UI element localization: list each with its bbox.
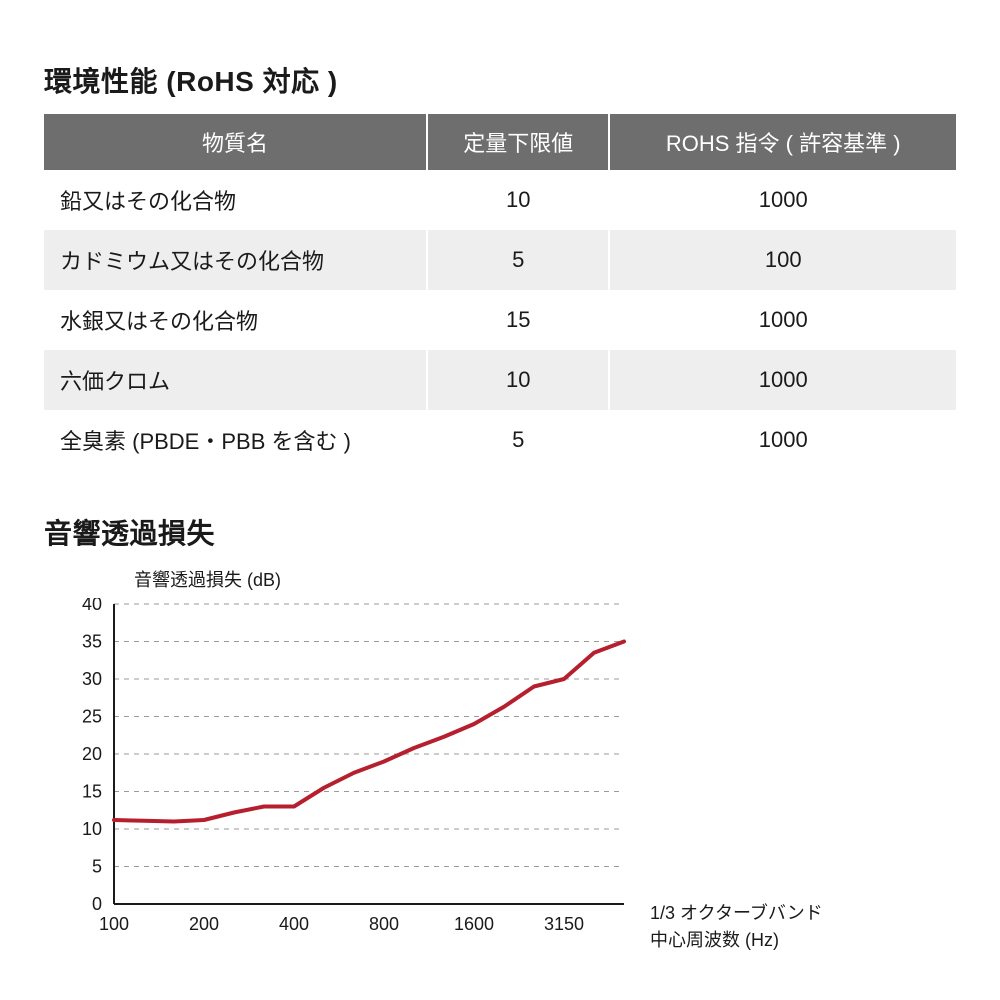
chart-ylabel: 音響透過損失 (dB): [134, 566, 956, 592]
rohs-title: 環境性能 (RoHS 対応 ): [44, 60, 956, 100]
svg-text:35: 35: [82, 632, 102, 652]
rohs-col-0: 物質名: [44, 114, 427, 170]
rohs-col-1: 定量下限値: [427, 114, 609, 170]
svg-text:3150: 3150: [544, 914, 584, 934]
svg-text:1600: 1600: [454, 914, 494, 934]
svg-text:800: 800: [369, 914, 399, 934]
svg-text:15: 15: [82, 782, 102, 802]
rohs-table: 物質名 定量下限値 ROHS 指令 ( 許容基準 ) 鉛又はその化合物 10 1…: [44, 114, 956, 470]
svg-text:25: 25: [82, 707, 102, 727]
chart-xlabel: 1/3 オクターブバンド 中心周波数 (Hz): [650, 900, 850, 954]
rohs-col-2: ROHS 指令 ( 許容基準 ): [609, 114, 956, 170]
table-row: 水銀又はその化合物 15 1000: [44, 290, 956, 350]
svg-text:10: 10: [82, 819, 102, 839]
table-row: 六価クロム 10 1000: [44, 350, 956, 410]
svg-text:40: 40: [82, 598, 102, 614]
svg-text:100: 100: [99, 914, 129, 934]
svg-text:20: 20: [82, 744, 102, 764]
svg-text:5: 5: [92, 857, 102, 877]
chart-title: 音響透過損失: [44, 512, 956, 552]
rohs-tbody: 鉛又はその化合物 10 1000 カドミウム又はその化合物 5 100 水銀又は…: [44, 170, 956, 470]
svg-text:200: 200: [189, 914, 219, 934]
table-row: カドミウム又はその化合物 5 100: [44, 230, 956, 290]
table-row: 鉛又はその化合物 10 1000: [44, 170, 956, 230]
svg-text:0: 0: [92, 894, 102, 914]
svg-text:30: 30: [82, 669, 102, 689]
transmission-loss-chart: 0 5 10 15 20 25 30 35 40 100 200 400 800 1600 3150: [44, 598, 636, 944]
table-row: 全臭素 (PBDE・PBB を含む ) 5 1000: [44, 410, 956, 470]
svg-text:400: 400: [279, 914, 309, 934]
